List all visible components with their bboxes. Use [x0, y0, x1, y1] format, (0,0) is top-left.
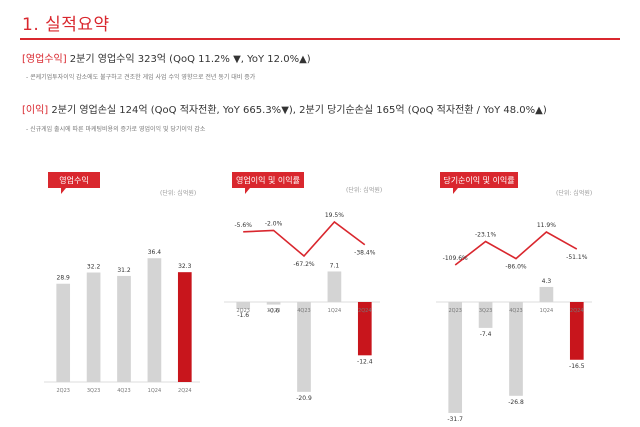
chart-margin-label: -5.6% [234, 222, 252, 229]
chart-margin-label: -2.0% [265, 220, 283, 227]
chart-badge-label: 영업이익 및 이익률 [236, 175, 300, 185]
chart-data-label: -20.9 [296, 395, 312, 402]
chart-bar [266, 302, 281, 305]
chart-bar [56, 283, 71, 382]
chart-data-label: 31.2 [117, 267, 131, 274]
chart-data-label: -7.4 [480, 331, 492, 338]
chart-data-label: -31.7 [447, 416, 463, 423]
chart-margin-label: -86.0% [505, 264, 527, 271]
chart-data-label: -16.5 [569, 363, 585, 370]
chart-category-label: 3Q23 [479, 308, 492, 314]
chart-unit-label: (단위: 십억원) [346, 186, 382, 194]
chart-data-label: 28.9 [57, 275, 71, 282]
chart-data-label: -12.4 [357, 358, 373, 365]
chart-category-label: 3Q23 [87, 388, 100, 394]
chart-data-label: 7.1 [330, 262, 340, 269]
chart-bar [327, 271, 342, 302]
chart-bar [297, 302, 311, 392]
chart-bar [147, 258, 162, 382]
chart-bar [509, 302, 523, 396]
chart-badge-label: 영업수익 [59, 175, 88, 185]
revenue-text: 2분기 영업수익 323억 (QoQ 11.2% ▼, YoY 12.0%▲) [69, 54, 311, 65]
chart-bar [86, 272, 101, 382]
chart-unit-label: (단위: 십억원) [556, 189, 592, 197]
chart-data-label: -26.8 [508, 399, 524, 406]
profit-note: - 신규게임 출시에 따른 마케팅비용의 증가로 영업이익 및 당기이익 감소 [26, 126, 206, 133]
chart-bar [177, 272, 192, 382]
chart-category-label: 2Q23 [236, 308, 249, 314]
chart-badge [48, 172, 100, 194]
chart-bar [117, 275, 131, 382]
chart-margin-label: 19.5% [325, 212, 344, 219]
revenue-summary: [영업수익] 2분기 영업수익 323억 (QoQ 11.2% ▼, YoY 1… [22, 50, 311, 65]
profit-text: 2분기 영업손실 124억 (QoQ 적자전환, YoY 665.3%▼), 2… [51, 105, 547, 116]
chart-margin-label: -23.1% [475, 232, 497, 239]
revenue-note: - 콘케기업투자이익 감소에도 불구하고 견조한 게임 사업 수익 영향으로 전… [26, 74, 256, 81]
chart-margin-label: -51.1% [566, 254, 588, 261]
chart-data-label: 32.3 [178, 263, 192, 270]
chart-bar [569, 302, 584, 360]
chart-margin-line [454, 231, 578, 266]
chart-category-label: 1Q24 [148, 388, 161, 394]
page-title: 1. 실적요약 [22, 15, 110, 35]
chart-category-label: 4Q23 [509, 308, 522, 314]
chart-category-label: 4Q23 [297, 308, 310, 314]
chart-margin-label: 11.9% [537, 222, 556, 229]
chart-category-label: 1Q24 [540, 308, 553, 314]
chart-category-label: 2Q24 [358, 308, 371, 314]
chart-data-label: 36.4 [148, 249, 162, 256]
chart-category-label: 1Q24 [328, 308, 341, 314]
chart-bar [448, 302, 463, 413]
chart-bar [539, 286, 554, 302]
chart-badge-label: 당기순이익 및 이익률 [443, 175, 514, 185]
chart-category-label: 2Q23 [448, 308, 461, 314]
revenue-tag: [영업수익] [22, 54, 67, 65]
chart-unit-label: (단위: 십억원) [160, 189, 196, 197]
chart-category-label: 2Q24 [570, 308, 583, 314]
chart-margin-line [243, 220, 366, 258]
chart-data-label: -1.6 [237, 312, 249, 319]
chart-data-label: -0.6 [268, 308, 280, 315]
chart-category-label: 4Q23 [117, 388, 130, 394]
chart-margin-label: -67.2% [293, 261, 315, 268]
chart-bar [236, 302, 251, 309]
chart-data-label: 4.3 [542, 278, 552, 285]
chart-data-label: 32.2 [87, 264, 101, 271]
chart-bar [478, 302, 493, 328]
chart-bar [357, 302, 372, 356]
chart-badge [440, 172, 518, 194]
chart-margin-label: -38.4% [354, 250, 376, 257]
chart-category-label: 2Q23 [56, 388, 69, 394]
profit-tag: [이익] [22, 105, 49, 116]
chart-badge [232, 172, 304, 194]
chart-margin-label: -109.6% [443, 255, 468, 262]
chart-category-label: 2Q24 [178, 388, 191, 394]
profit-summary: [이익] 2분기 영업손실 124억 (QoQ 적자전환, YoY 665.3%… [22, 101, 547, 116]
chart-category-label: 3Q23 [267, 308, 280, 314]
title-divider [20, 38, 620, 40]
